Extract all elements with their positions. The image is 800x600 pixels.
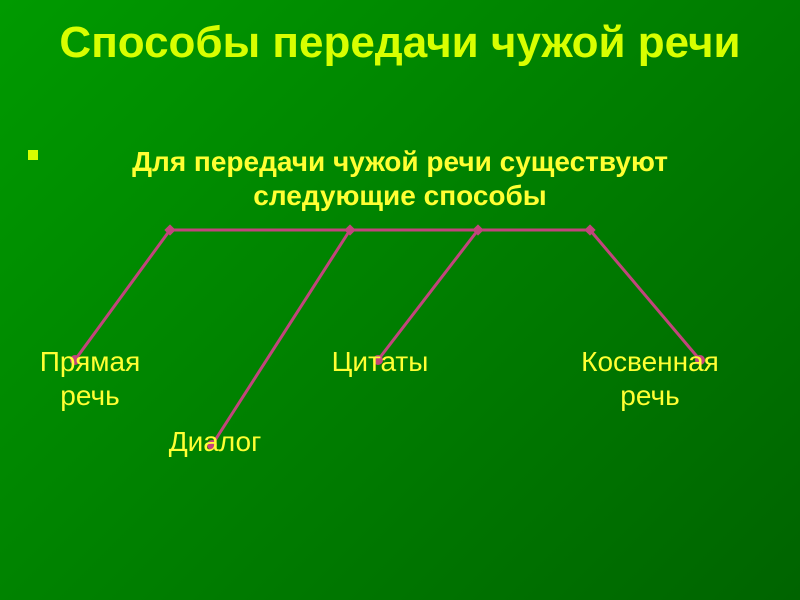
node-label: речь [540,379,760,413]
node-label: речь [10,379,170,413]
node-direct-speech: Прямая речь [10,345,170,412]
connector-diagram [0,0,800,600]
node-indirect-speech: Косвенная речь [540,345,760,412]
node-label: Цитаты [300,345,460,379]
slide: Способы передачи чужой речи Для передачи… [0,0,800,600]
node-dialog: Диалог [135,425,295,459]
node-label: Диалог [135,425,295,459]
node-label: Косвенная [540,345,760,379]
node-quotes: Цитаты [300,345,460,379]
node-label: Прямая [10,345,170,379]
